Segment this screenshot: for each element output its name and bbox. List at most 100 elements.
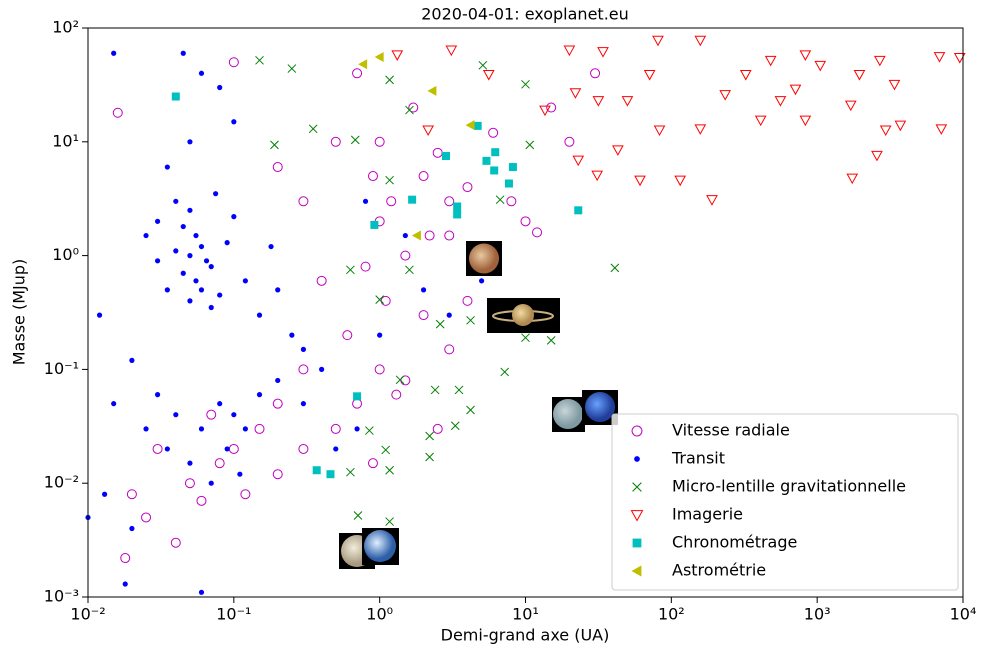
point: [217, 292, 223, 298]
point: [164, 446, 170, 452]
y-axis-label: Masse (MJup): [10, 259, 29, 366]
point: [353, 392, 362, 401]
point: [430, 385, 440, 395]
y-tick-label: 10⁻²: [44, 473, 79, 492]
point: [610, 263, 620, 273]
point: [187, 139, 193, 145]
point: [228, 57, 239, 68]
point: [674, 175, 687, 187]
point: [504, 179, 513, 188]
point: [217, 84, 223, 91]
point: [739, 70, 752, 81]
point: [844, 100, 857, 112]
point: [402, 232, 408, 239]
point: [268, 243, 274, 250]
point: [187, 298, 193, 304]
point: [381, 445, 391, 455]
point: [424, 230, 435, 241]
point: [408, 102, 419, 113]
legend-box: [611, 413, 959, 591]
point: [242, 278, 248, 284]
point: [231, 119, 237, 125]
point: [425, 431, 434, 441]
point: [272, 162, 283, 173]
point: [170, 537, 181, 548]
point: [193, 232, 199, 239]
point: [441, 152, 450, 161]
point: [203, 258, 210, 264]
point: [563, 45, 576, 57]
point: [525, 140, 535, 150]
neptune: [585, 392, 615, 422]
point: [180, 50, 186, 56]
point: [275, 287, 281, 293]
point: [126, 489, 137, 500]
point: [208, 480, 214, 486]
point: [453, 210, 462, 219]
point: [405, 105, 414, 115]
x-tick-label: 10¹: [512, 605, 539, 624]
point: [422, 125, 434, 137]
point: [360, 261, 371, 272]
point: [154, 218, 161, 224]
point: [374, 52, 384, 63]
point: [184, 478, 195, 489]
point: [491, 148, 500, 157]
point: [846, 173, 859, 185]
point: [240, 489, 251, 500]
y-tick-label: 10²: [52, 18, 79, 37]
point: [350, 135, 360, 145]
point: [888, 79, 901, 91]
point: [435, 319, 445, 329]
point: [546, 102, 557, 113]
point: [462, 182, 473, 193]
point: [367, 458, 378, 469]
point: [312, 466, 321, 475]
point: [358, 59, 368, 70]
legend-marker: [631, 565, 642, 577]
y-tick-label: 10⁻³: [44, 587, 79, 606]
point: [272, 469, 283, 480]
point: [446, 312, 452, 318]
point: [164, 287, 170, 293]
point: [374, 364, 385, 375]
point: [454, 385, 464, 395]
point: [478, 60, 488, 70]
point: [187, 253, 193, 259]
point: [774, 96, 787, 107]
point: [173, 198, 179, 204]
point: [569, 88, 582, 99]
point: [228, 443, 239, 454]
chart-title: 2020-04-01: exoplanet.eu: [421, 5, 629, 24]
saturn: [512, 304, 534, 326]
point: [427, 85, 437, 96]
point: [539, 105, 551, 117]
point: [196, 495, 207, 506]
legend-marker: [634, 456, 640, 462]
x-tick-label: 10⁻²: [70, 605, 105, 624]
point: [789, 84, 802, 96]
legend-label: Vitesse radiale: [672, 421, 790, 440]
y-tick-label: 10⁻¹: [44, 359, 79, 378]
point: [362, 198, 369, 204]
point: [386, 196, 397, 207]
x-tick-label: 10⁰: [366, 605, 393, 624]
point: [653, 125, 666, 137]
point: [574, 206, 583, 215]
point: [256, 392, 263, 398]
point: [96, 312, 103, 318]
point: [814, 60, 827, 72]
legend-marker: [632, 538, 642, 548]
point: [171, 92, 180, 101]
point: [102, 491, 108, 497]
point: [242, 426, 248, 432]
point: [564, 136, 575, 147]
point: [521, 333, 530, 343]
point: [206, 409, 217, 420]
point: [495, 195, 505, 205]
point: [643, 70, 656, 81]
point: [270, 140, 279, 150]
point: [395, 375, 405, 385]
point: [652, 35, 664, 47]
